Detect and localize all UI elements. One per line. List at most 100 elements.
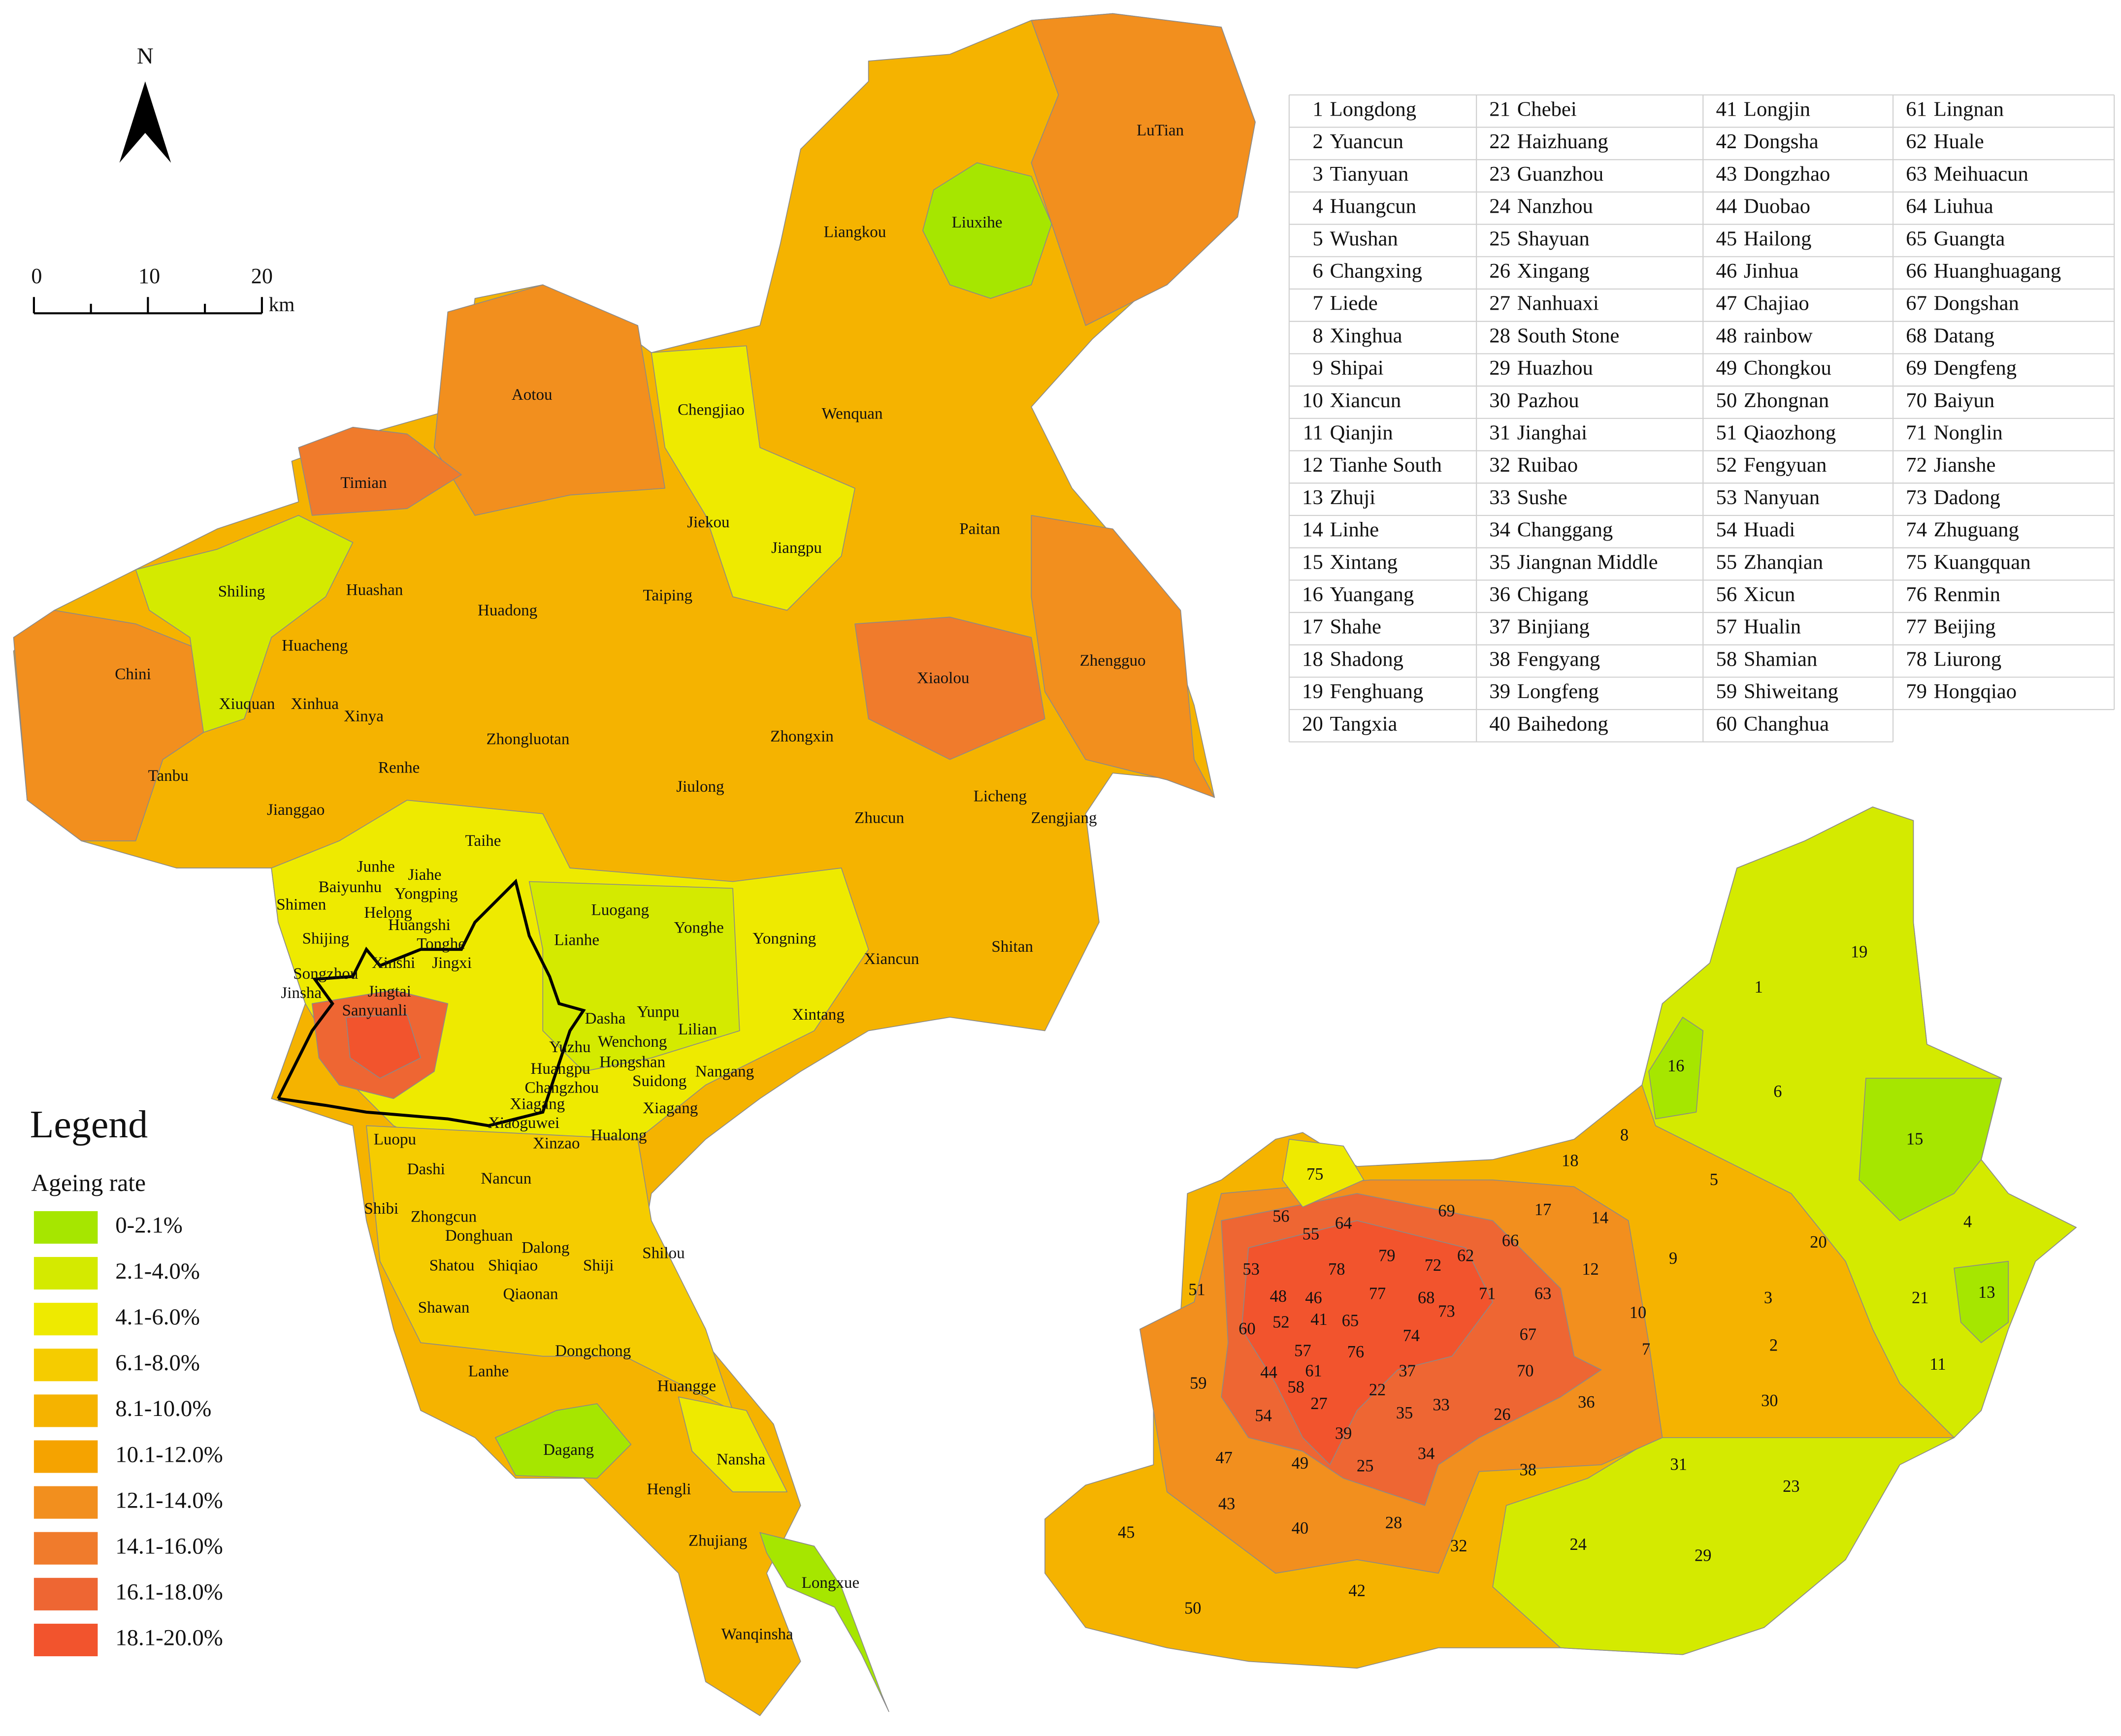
table-name: Nanhuaxi — [1517, 292, 1599, 315]
inset-number: 6 — [1773, 1082, 1782, 1101]
table-name: Nanyuan — [1744, 486, 1820, 509]
inset-number: 41 — [1310, 1310, 1327, 1329]
place-label: Jinsha — [281, 984, 322, 1002]
table-number: 43 — [1716, 162, 1737, 186]
place-label: Dalong — [522, 1239, 569, 1257]
place-label: Wenchong — [598, 1033, 667, 1051]
table-number: 78 — [1906, 647, 1927, 671]
table-name: Longjin — [1744, 97, 1810, 121]
table-name: Shipai — [1330, 356, 1383, 380]
place-label: Yunpu — [637, 1003, 679, 1021]
table-number: 6 — [1312, 259, 1323, 283]
place-label: Zhucun — [854, 809, 904, 827]
inset-number: 76 — [1347, 1343, 1364, 1361]
inset-number: 22 — [1369, 1381, 1386, 1399]
place-label: Donghuan — [445, 1227, 513, 1245]
inset-number: 44 — [1260, 1363, 1277, 1382]
inset-number: 65 — [1342, 1312, 1359, 1330]
inset-number: 26 — [1494, 1405, 1510, 1424]
table-number: 9 — [1312, 356, 1323, 380]
table-number: 58 — [1716, 647, 1737, 671]
table-name: Linhe — [1330, 518, 1379, 542]
place-label: Luopu — [374, 1130, 416, 1148]
table-name: Wushan — [1330, 227, 1398, 250]
north-arrow — [119, 81, 171, 163]
inset-number: 13 — [1978, 1283, 1995, 1302]
table-number: 42 — [1716, 130, 1737, 153]
table-name: Guangta — [1934, 227, 2005, 250]
inset-number: 75 — [1306, 1165, 1323, 1184]
table-number: 59 — [1716, 680, 1737, 703]
place-label: Chengjiao — [678, 401, 745, 418]
table-name: Tangxia — [1330, 712, 1397, 736]
north-label: N — [137, 43, 154, 69]
inset-number: 38 — [1520, 1461, 1536, 1479]
place-label: Jianggao — [267, 801, 325, 819]
place-label: Xiagang — [643, 1099, 698, 1117]
table-number: 74 — [1906, 518, 1927, 542]
region — [345, 1014, 422, 1079]
inset-number: 17 — [1534, 1200, 1551, 1219]
place-label: Xiaolou — [917, 670, 969, 687]
table-name: Pazhou — [1517, 389, 1579, 412]
table-name: Xinghua — [1330, 324, 1402, 347]
index-table: 1 Longdong 2 Yuancun 3 Tianyuan 4 Huangcun 5 Wush… — [1288, 94, 2115, 742]
table-number: 8 — [1312, 324, 1323, 347]
place-label: Huacheng — [282, 637, 348, 655]
table-number: 54 — [1716, 518, 1737, 542]
inset-number: 53 — [1242, 1260, 1259, 1279]
legend-label: 10.1-12.0% — [115, 1442, 223, 1467]
legend-label: 16.1-18.0% — [115, 1579, 223, 1605]
table-number: 2 — [1312, 130, 1323, 153]
inset-number: 74 — [1403, 1326, 1420, 1345]
table-number: 55 — [1716, 550, 1737, 574]
table-name: Nonglin — [1934, 421, 2003, 444]
place-label: Luogang — [591, 901, 650, 919]
table-number: 38 — [1489, 647, 1510, 671]
table-number: 73 — [1906, 486, 1927, 509]
table-name: Zhuji — [1330, 486, 1375, 509]
inset-number: 45 — [1118, 1523, 1135, 1542]
place-label: Zengjiang — [1031, 809, 1097, 827]
place-label: Tonghe — [417, 935, 465, 953]
table-name: Longdong — [1330, 97, 1416, 121]
legend-swatch — [33, 1257, 98, 1290]
inset-map — [1044, 806, 2077, 1669]
scale-unit: km — [269, 293, 295, 316]
table-name: Zhuguang — [1934, 518, 2019, 542]
place-label: Lianhe — [554, 931, 599, 949]
inset-number: 66 — [1502, 1231, 1519, 1250]
place-label: Wanqinsha — [721, 1626, 793, 1643]
table-name: Fengyang — [1517, 647, 1600, 671]
inset-number: 50 — [1184, 1599, 1201, 1618]
place-label: Taiping — [643, 587, 693, 605]
inset-number: 5 — [1710, 1170, 1718, 1189]
legend-subtitle: Ageing rate — [31, 1169, 146, 1196]
table-name: Chongkou — [1744, 356, 1831, 380]
table-number: 17 — [1302, 615, 1323, 639]
legend-swatch — [33, 1532, 98, 1565]
inset-number: 43 — [1218, 1495, 1235, 1513]
region — [651, 345, 855, 611]
inset-number: 2 — [1769, 1336, 1778, 1354]
table-name: Changgang — [1517, 518, 1613, 542]
region — [135, 514, 354, 733]
inset-number: 73 — [1438, 1302, 1455, 1320]
table-number: 16 — [1302, 583, 1323, 606]
table-name: Jiangnan Middle — [1517, 550, 1658, 574]
inset-number: 68 — [1418, 1288, 1435, 1307]
inset-number: 16 — [1667, 1057, 1684, 1075]
table-name: rainbow — [1744, 324, 1813, 347]
place-label: Dagang — [543, 1441, 594, 1459]
table-number: 76 — [1906, 583, 1927, 606]
table-number: 75 — [1906, 550, 1927, 574]
table-number: 1 — [1312, 97, 1323, 121]
inset-number: 8 — [1620, 1125, 1629, 1144]
inset-number: 72 — [1425, 1256, 1441, 1275]
inset-number: 48 — [1270, 1287, 1287, 1306]
place-label: Xiuquan — [219, 695, 275, 713]
table-name: Zhongnan — [1744, 389, 1829, 412]
table-number: 44 — [1716, 195, 1737, 218]
table-name: Jianghai — [1517, 421, 1587, 444]
inset-number: 20 — [1810, 1233, 1827, 1252]
